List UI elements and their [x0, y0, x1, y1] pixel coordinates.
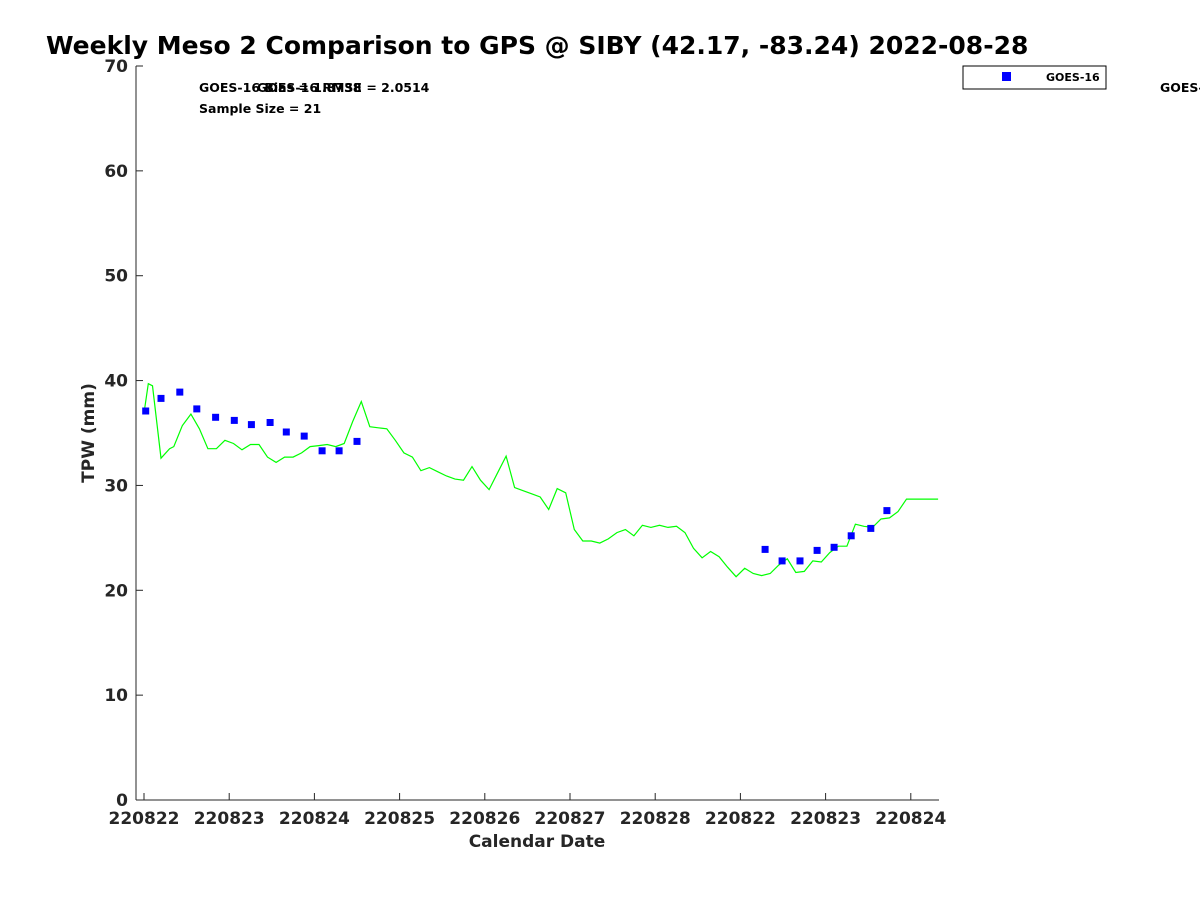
legend-label-goes16: GOES-16: [1046, 71, 1100, 84]
y-tick-label: 20: [104, 581, 128, 601]
y-tick-label: 40: [104, 372, 128, 392]
goes16-data-point: [761, 545, 769, 553]
y-tick-label: 60: [104, 162, 128, 182]
plot-area: [136, 66, 939, 800]
legend: GOES-16: [962, 65, 1107, 90]
y-tick-label: 10: [104, 686, 128, 706]
goes16-data-point: [176, 388, 184, 396]
y-tick-label: 0: [116, 791, 128, 811]
x-axis-ticks: 220822 220823 220824 220825 220826 220827 2208…: [109, 793, 946, 829]
legend-marker-goes16: [1002, 72, 1011, 81]
goes16-data-point: [212, 413, 220, 421]
goes16-data-point: [813, 546, 821, 554]
x-tick-label: 220825: [364, 809, 435, 829]
y-tick-label: 70: [104, 57, 128, 77]
goes16-data-point: [847, 532, 855, 540]
goes16-data-point: [353, 437, 361, 445]
series-layer: [142, 382, 939, 578]
goes16-data-point: [830, 543, 838, 551]
goes16-data-point: [883, 507, 891, 515]
stat-sample-size: Sample Size = 21: [199, 101, 321, 116]
goes16-data-point: [247, 421, 255, 429]
goes16-data-point: [142, 407, 150, 415]
y-tick-label: 50: [104, 267, 128, 287]
goes16-data-point: [318, 447, 326, 455]
x-tick-label: 220822: [705, 809, 776, 829]
y-tick-label: 30: [104, 476, 128, 496]
x-tick-label: 220823: [790, 809, 861, 829]
stat-offscreen-label: GOES-: [1160, 80, 1200, 95]
y-axis-label: TPW (mm): [79, 383, 99, 483]
goes16-data-point: [282, 428, 290, 436]
y-axis-ticks: 0 10 20 30 40 50 60 70: [104, 57, 143, 811]
x-tick-label: 220827: [535, 809, 606, 829]
gps-tpw-line: [143, 382, 939, 578]
x-tick-label: 220826: [449, 809, 520, 829]
goes16-data-point: [335, 447, 343, 455]
x-tick-label: 220822: [109, 809, 180, 829]
x-tick-label: 220824: [875, 809, 946, 829]
x-tick-label: 220823: [194, 809, 265, 829]
goes16-data-point: [157, 394, 165, 402]
goes16-data-point: [266, 419, 274, 426]
goes16-data-point: [796, 557, 804, 565]
chart-title: Weekly Meso 2 Comparison to GPS @ SIBY (…: [46, 31, 1028, 60]
goes16-data-point: [193, 405, 201, 413]
legend-box: [962, 65, 1107, 90]
x-tick-label: 220828: [620, 809, 691, 829]
goes16-data-point: [867, 524, 875, 532]
x-tick-label: 220824: [279, 809, 350, 829]
stat-rmse: GOES-16 RMSE = 2.0514: [257, 80, 430, 95]
x-axis-label: Calendar Date: [469, 832, 606, 852]
goes16-data-point: [230, 416, 238, 424]
stat-bias: GOES-16 Bias = 1.8738: [199, 80, 361, 95]
goes16-data-point: [300, 432, 308, 440]
goes16-data-point: [778, 557, 786, 565]
